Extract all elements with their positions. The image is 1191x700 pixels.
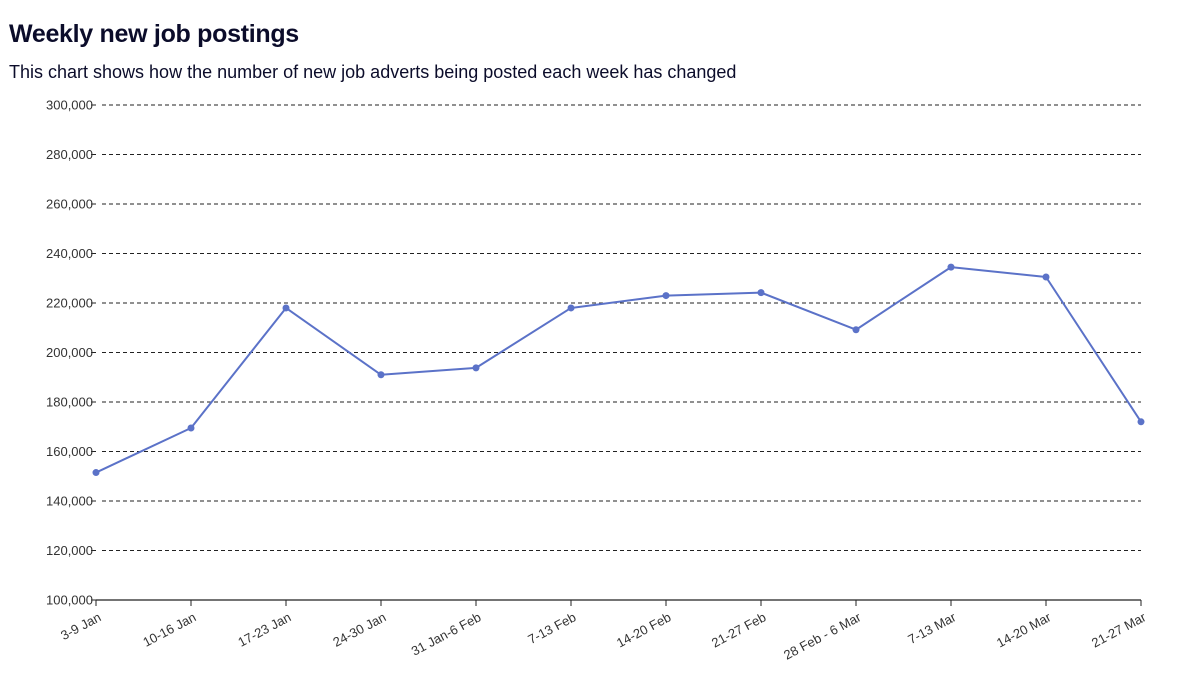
x-tick-label: 28 Feb - 6 Mar — [781, 609, 864, 663]
y-tick-label: 120,000 — [46, 543, 93, 558]
chart-subtitle: This chart shows how the number of new j… — [9, 62, 737, 82]
y-tick-label: 300,000 — [46, 98, 93, 113]
chart-title: Weekly new job postings — [9, 20, 299, 48]
x-tick-label: 21-27 Feb — [709, 609, 768, 650]
data-point[interactable] — [1137, 418, 1145, 426]
data-point[interactable] — [662, 292, 670, 300]
axes: 100,000 120,000 140,000 160,000 180,000 200,0… — [46, 98, 1149, 663]
data-point[interactable] — [377, 371, 385, 379]
y-tick-label: 180,000 — [46, 395, 93, 410]
data-point[interactable] — [757, 289, 765, 297]
data-point[interactable] — [567, 304, 575, 312]
gridlines — [102, 104, 1141, 551]
data-point[interactable] — [852, 326, 860, 334]
x-tick-label: 14-20 Mar — [994, 609, 1054, 650]
x-tick-label: 14-20 Feb — [614, 609, 673, 650]
y-tick-label: 220,000 — [46, 296, 93, 311]
data-point[interactable] — [187, 424, 195, 432]
x-tick-label: 10-16 Jan — [140, 609, 198, 649]
x-tick-label: 7-13 Mar — [905, 609, 959, 647]
y-tick-label: 240,000 — [46, 246, 93, 261]
x-tick-label: 7-13 Feb — [525, 609, 578, 647]
y-tick-label: 140,000 — [46, 494, 93, 509]
x-tick-label: 17-23 Jan — [235, 609, 293, 649]
x-tick-label: 24-30 Jan — [330, 609, 388, 649]
series-layer — [92, 263, 1145, 477]
data-point[interactable] — [92, 469, 100, 477]
y-tick-label: 100,000 — [46, 593, 93, 608]
x-tick-label: 21-27 Mar — [1089, 609, 1149, 650]
x-tick-label: 31 Jan-6 Feb — [409, 609, 484, 658]
y-tick-label: 200,000 — [46, 345, 93, 360]
x-tick-label: 3-9 Jan — [58, 609, 103, 643]
y-tick-label: 280,000 — [46, 147, 93, 162]
data-point[interactable] — [282, 304, 290, 312]
y-tick-label: 160,000 — [46, 444, 93, 459]
y-tick-label: 260,000 — [46, 197, 93, 212]
data-point[interactable] — [1042, 273, 1050, 281]
data-point[interactable] — [472, 364, 480, 372]
data-point[interactable] — [947, 263, 955, 271]
series-line — [95, 266, 1142, 474]
